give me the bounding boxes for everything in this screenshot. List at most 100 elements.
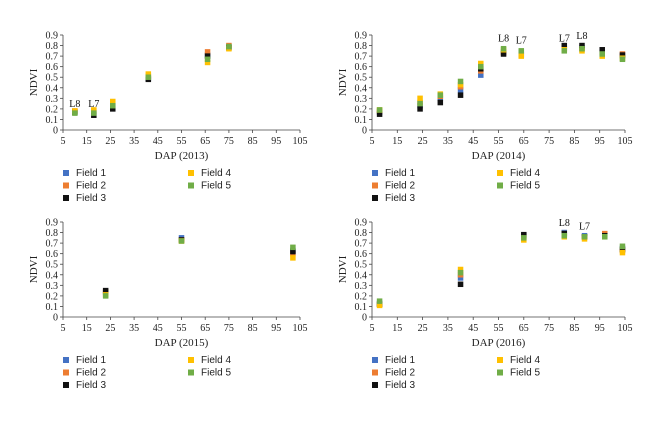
legend-label: Field 1: [76, 168, 106, 179]
data-point-field-5: [102, 293, 109, 299]
legend-label: Field 5: [510, 181, 540, 192]
data-point-field-4: [518, 53, 525, 59]
x-axis-title: DAP (2015): [155, 337, 209, 349]
y-tick-label: 0.7: [46, 239, 59, 250]
legend-label: Field 4: [510, 168, 540, 179]
data-point-field-1: [457, 87, 464, 93]
x-tick-label: 105: [293, 136, 308, 147]
x-tick-label: 85: [248, 136, 258, 147]
chart-panel-2: 00.10.20.30.40.50.60.70.80.9 5 15 25 35 45 55 6…: [337, 31, 633, 205]
y-tick-label: 0.2: [355, 291, 368, 302]
y-tick-label: 0: [362, 126, 367, 137]
legend-label: Field 1: [385, 168, 415, 179]
legend-swatch: [372, 170, 378, 176]
legend-swatch: [63, 195, 69, 201]
data-point-field-3: [579, 42, 585, 49]
sensor-annotation: L7: [88, 99, 99, 110]
legend-swatch: [63, 170, 69, 176]
legend-swatch: [372, 369, 378, 376]
x-axis-title: DAP (2014): [472, 150, 526, 162]
y-tick-label: 0.6: [46, 62, 59, 73]
y-tick-label: 0.4: [46, 83, 59, 94]
data-point-field-1: [457, 275, 464, 281]
x-tick-label: 85: [569, 323, 579, 334]
legend-swatch: [497, 182, 503, 189]
data-point-field-5: [417, 100, 423, 107]
data-point-field-3: [457, 92, 464, 98]
data-point-field-5: [521, 235, 527, 241]
y-tick-label: 0.8: [355, 41, 368, 52]
x-tick-label: 35: [443, 323, 453, 334]
x-tick-label: 5: [370, 136, 375, 147]
data-point-field-5: [91, 110, 97, 116]
data-point-field-5: [376, 107, 383, 113]
data-point-field-3: [376, 111, 383, 117]
data-point-field-5: [599, 51, 605, 57]
data-point-field-4: [457, 266, 464, 273]
y-tick-label: 0.4: [355, 83, 368, 94]
data-point-field-5: [619, 243, 626, 250]
legend-label: Field 1: [76, 355, 106, 366]
y-tick-label: 0.4: [355, 270, 368, 281]
y-tick-label: 0.3: [355, 281, 368, 292]
data-point-field-4: [417, 95, 423, 102]
x-tick-label: 75: [544, 323, 554, 334]
data-point-field-3: [500, 51, 507, 57]
legend-swatch: [63, 182, 69, 189]
x-tick-label: 45: [468, 323, 478, 334]
y-tick-label: 0: [362, 313, 367, 324]
y-tick-label: 0.6: [355, 62, 368, 73]
y-tick-label: 0.5: [355, 73, 368, 84]
legend-label: Field 4: [201, 168, 231, 179]
data-point-field-1: [478, 72, 484, 78]
y-axis-title: NDVI: [28, 255, 40, 283]
legend-label: Field 2: [385, 368, 415, 379]
legend-swatch: [188, 357, 194, 363]
x-tick-label: 75: [224, 136, 234, 147]
data-point-field-3: [204, 53, 211, 59]
y-tick-label: 0.7: [355, 52, 368, 63]
data-point-field-2: [204, 49, 211, 55]
x-tick-label: 15: [392, 323, 402, 334]
x-tick-label: 95: [595, 136, 605, 147]
legend-swatch: [372, 182, 378, 189]
data-point-field-3: [599, 47, 605, 53]
y-tick-label: 0.3: [46, 94, 59, 105]
x-tick-label: 55: [494, 323, 504, 334]
legend-label: Field 2: [76, 368, 106, 379]
data-point-field-5: [518, 48, 525, 54]
x-tick-label: 55: [177, 323, 187, 334]
legend-swatch: [497, 369, 503, 376]
legend-label: Field 3: [76, 380, 106, 391]
x-tick-label: 65: [200, 136, 210, 147]
x-tick-label: 45: [153, 323, 163, 334]
y-tick-label: 0.9: [46, 218, 59, 229]
data-point-field-4: [204, 59, 211, 66]
data-point-field-3: [110, 106, 116, 112]
legend-swatch: [63, 382, 69, 388]
y-tick-label: 0.3: [46, 281, 59, 292]
data-point-field-3: [457, 281, 464, 288]
data-point-field-5: [204, 56, 211, 63]
y-tick-label: 0.1: [355, 302, 368, 313]
chart-panel-4: 00.10.20.30.40.50.60.70.80.9 5 15 25 35 45 55 6…: [337, 218, 633, 392]
x-tick-label: 65: [519, 323, 529, 334]
y-tick-label: 0.2: [46, 291, 59, 302]
y-axis-title: NDVI: [337, 68, 349, 96]
x-axis-title: DAP (2016): [472, 337, 526, 349]
x-tick-label: 25: [418, 136, 428, 147]
data-point-field-5: [226, 43, 232, 50]
data-point-field-5: [581, 234, 588, 240]
data-point-field-5: [602, 234, 608, 240]
data-point-field-5: [145, 74, 152, 80]
x-tick-label: 105: [293, 323, 308, 334]
data-point-field-5: [579, 45, 585, 52]
legend-swatch: [497, 170, 503, 176]
data-point-field-4: [619, 249, 626, 256]
x-tick-label: 35: [443, 136, 453, 147]
legend-swatch: [63, 357, 69, 363]
data-point-field-5: [290, 244, 296, 251]
data-point-field-4: [457, 81, 464, 88]
x-tick-label: 65: [200, 323, 210, 334]
